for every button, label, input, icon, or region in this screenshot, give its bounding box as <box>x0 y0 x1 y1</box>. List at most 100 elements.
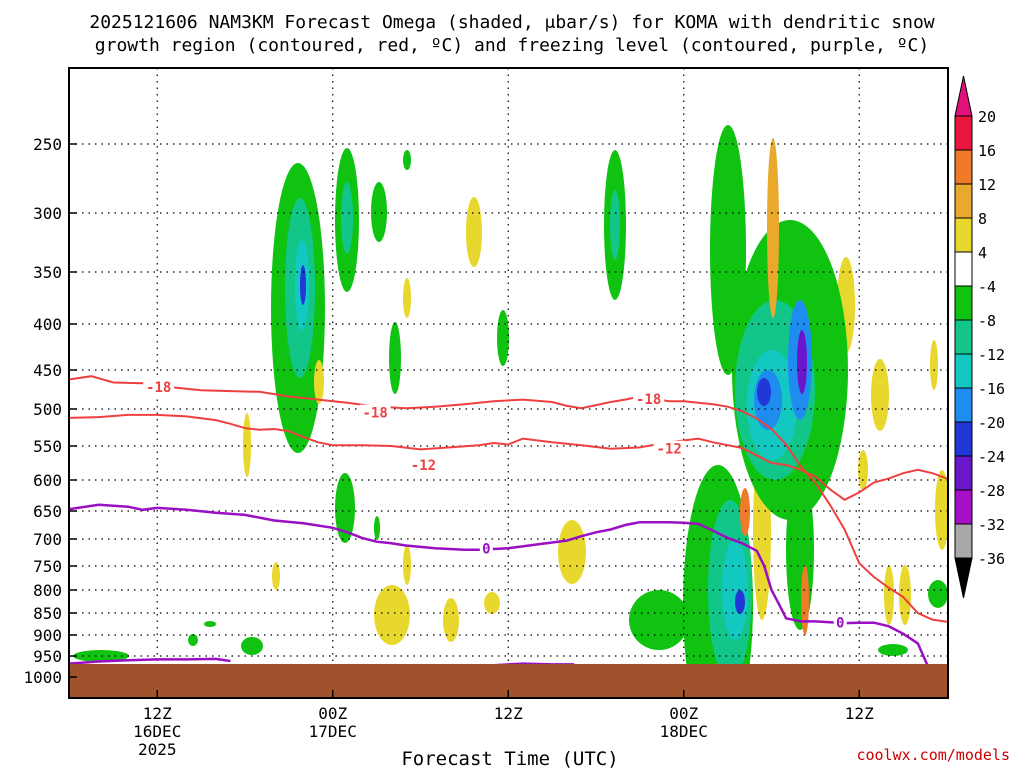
omega-cell <box>801 565 809 635</box>
omega-cell <box>871 359 889 431</box>
x-axis-label: Forecast Time (UTC) <box>401 748 618 768</box>
contour-label: -18 <box>363 406 388 422</box>
colorbar-swatch <box>954 353 973 389</box>
colorbar-swatch <box>954 183 973 219</box>
contour-labels: -18 -18 -12 -18 -12 0 0 <box>143 379 847 632</box>
colorbar-label: -28 <box>978 482 1005 500</box>
colorbar-bottom-arrow <box>954 557 973 599</box>
omega-cell <box>403 545 411 585</box>
freezing-level-contour <box>69 503 930 668</box>
dgz-minus18-contour <box>69 375 948 623</box>
omega-cell <box>403 278 411 318</box>
chart-title-line1: 2025121606 NAM3KM Forecast Omega (shaded… <box>89 12 934 33</box>
omega-cell <box>797 330 807 394</box>
contour-label: 0 <box>836 616 844 632</box>
omega-cell <box>341 182 353 254</box>
colorbar-swatch <box>954 523 973 559</box>
colorbar-label: 16 <box>978 142 996 160</box>
y-tick-label: 1000 <box>23 668 62 687</box>
x-tick-label: 00Z <box>318 704 347 723</box>
omega-cell <box>300 265 306 305</box>
omega-cell <box>735 590 745 614</box>
colorbar-label: -8 <box>978 312 996 330</box>
omega-cell <box>928 580 948 608</box>
colorbar-swatch <box>954 489 973 525</box>
contour-label-bg <box>359 404 391 421</box>
omega-cell <box>403 150 411 170</box>
y-tick-label: 250 <box>33 135 62 154</box>
y-tick-label: 850 <box>33 604 62 623</box>
x-tick-label: 00Z <box>669 704 698 723</box>
omega-cell <box>374 516 380 540</box>
omega-shading <box>73 125 948 698</box>
colorbar: 20 16 12 8 4 -4 -8 -12 -16 -20 -24 -28 -32 -36 <box>954 75 1005 599</box>
y-tick-label: 450 <box>33 361 62 380</box>
freezing-level-contour-lower <box>69 657 231 665</box>
x-tick-year: 2025 <box>138 740 177 759</box>
contour-label-bg <box>833 614 847 631</box>
colorbar-label: 4 <box>978 244 987 262</box>
omega-cell <box>629 590 689 650</box>
omega-cell <box>73 650 129 662</box>
colorbar-label: -36 <box>978 550 1005 568</box>
x-tick-label: 12Z <box>494 704 523 723</box>
y-axis: 250 300 350 400 450 500 550 600 650 700 750 800 850 9… <box>23 135 77 687</box>
colorbar-label: 20 <box>978 108 996 126</box>
omega-cell <box>484 592 500 614</box>
contour-label-bg <box>653 440 685 457</box>
colorbar-swatch <box>954 149 973 185</box>
colorbar-label: 8 <box>978 210 987 228</box>
y-tick-label: 700 <box>33 530 62 549</box>
contour-label-bg <box>407 457 439 474</box>
contour-label: -18 <box>636 392 661 408</box>
x-tick-date: 17DEC <box>309 722 357 741</box>
omega-cell <box>878 644 908 656</box>
y-tick-label: 500 <box>33 400 62 419</box>
y-tick-label: 800 <box>33 581 62 600</box>
y-tick-label: 400 <box>33 315 62 334</box>
omega-cell <box>335 473 355 543</box>
omega-cell <box>243 413 251 477</box>
omega-cell <box>389 322 401 394</box>
y-tick-label: 750 <box>33 557 62 576</box>
omega-cell <box>241 637 263 655</box>
colorbar-label: -4 <box>978 278 996 296</box>
colorbar-swatch <box>954 285 973 321</box>
omega-cell <box>371 182 387 242</box>
y-tick-label: 600 <box>33 471 62 490</box>
omega-cell <box>558 520 586 584</box>
x-tick-label: 12Z <box>143 704 172 723</box>
contour-label-bg <box>479 540 493 557</box>
y-tick-label: 650 <box>33 502 62 521</box>
omega-cell <box>497 310 509 366</box>
colorbar-swatch <box>954 455 973 491</box>
omega-cell <box>443 598 459 642</box>
y-tick-label: 300 <box>33 204 62 223</box>
contour-label: -12 <box>656 442 681 458</box>
colorbar-label: -24 <box>978 448 1005 466</box>
omega-cell <box>466 197 482 267</box>
colorbar-swatch <box>954 421 973 457</box>
grid <box>69 68 948 698</box>
colorbar-swatch <box>954 319 973 355</box>
contour-label: -18 <box>146 380 171 396</box>
omega-cell <box>858 450 868 490</box>
colorbar-swatch <box>954 115 973 151</box>
dgz-minus12-contour <box>69 413 948 501</box>
contour-label: -12 <box>411 458 436 474</box>
omega-cell <box>314 360 324 404</box>
omega-cell <box>767 138 779 318</box>
omega-cell <box>757 378 771 406</box>
omega-cell <box>188 634 198 646</box>
omega-cell <box>204 621 216 627</box>
omega-cell <box>899 565 911 625</box>
x-tick-date: 18DEC <box>660 722 708 741</box>
colorbar-label: -16 <box>978 380 1005 398</box>
omega-cell <box>374 585 410 645</box>
x-tick-label: 12Z <box>845 704 874 723</box>
x-tick-date: 16DEC <box>133 722 181 741</box>
colorbar-swatch <box>954 387 973 423</box>
omega-cell <box>935 470 948 550</box>
